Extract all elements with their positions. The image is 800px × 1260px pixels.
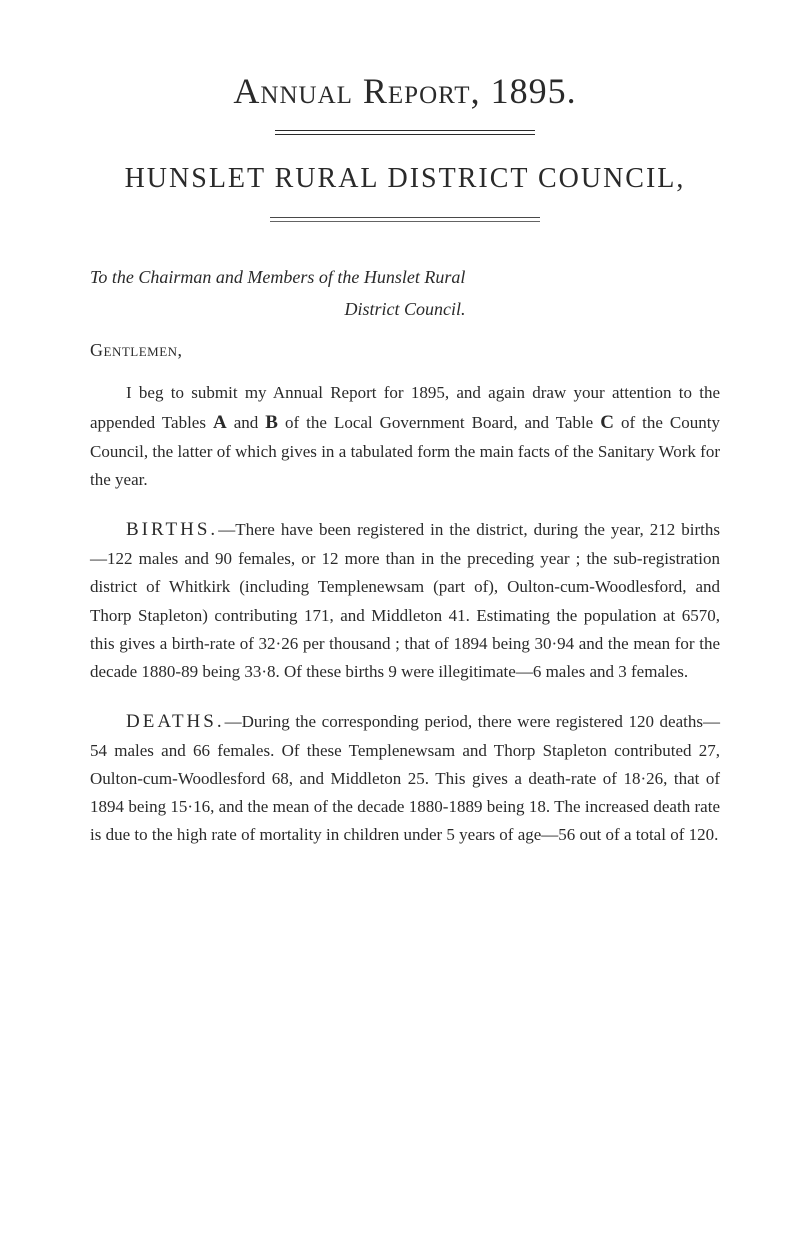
table-letter-a: A — [213, 412, 227, 433]
salutation: Gentlemen, — [90, 340, 720, 361]
title-rule — [275, 130, 535, 135]
births-paragraph: BIRTHS.—There have been registered in th… — [90, 514, 720, 686]
intro-text-mid2: of the Local Government Board, and Table — [278, 413, 600, 432]
intro-paragraph: I beg to submit my Annual Report for 189… — [90, 379, 720, 494]
table-letter-b: B — [265, 412, 278, 433]
intro-text-mid1: and — [227, 413, 266, 432]
addressee-text: To the Chairman and Members of the Hunsl… — [90, 267, 465, 287]
addressee-line: To the Chairman and Members of the Hunsl… — [90, 262, 720, 293]
page-container: Annual Report, 1895. HUNSLET RURAL DISTR… — [0, 0, 800, 929]
table-letter-c: C — [600, 412, 614, 433]
subtitle-rule — [270, 217, 540, 222]
deaths-paragraph: DEATHS.—During the corresponding period,… — [90, 706, 720, 850]
district-council-line: District Council. — [90, 299, 720, 320]
births-body-text: —There have been registered in the distr… — [90, 520, 720, 681]
subtitle: HUNSLET RURAL DISTRICT COUNCIL, — [90, 163, 720, 195]
main-title: Annual Report, 1895. — [90, 70, 720, 112]
births-heading: BIRTHS. — [126, 519, 218, 540]
deaths-heading: DEATHS. — [126, 711, 225, 732]
